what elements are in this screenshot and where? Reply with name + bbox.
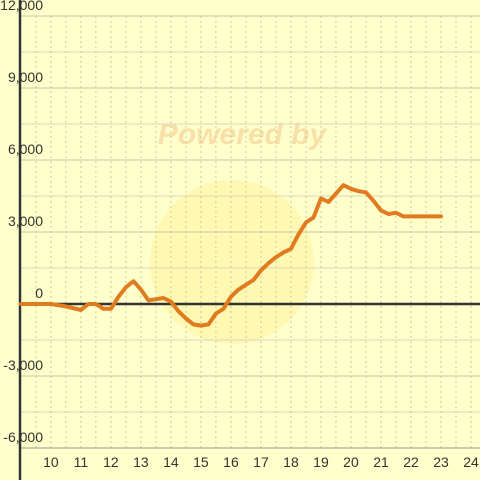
x-tick-label: 21 — [373, 454, 389, 470]
x-tick-label: 15 — [193, 454, 209, 470]
x-tick-label: 20 — [343, 454, 359, 470]
x-tick-label: 18 — [283, 454, 299, 470]
x-tick-label: 10 — [43, 454, 59, 470]
x-tick-label: 11 — [74, 454, 89, 470]
x-tick-label: 19 — [313, 454, 329, 470]
data-line — [18, 183, 443, 328]
x-tick-label: 12 — [103, 454, 119, 470]
y-tick-label: -3,000 — [3, 357, 43, 373]
y-tick-label: 9,000 — [8, 69, 43, 85]
x-tick-label: 16 — [223, 454, 239, 470]
watermark: Powered by — [158, 118, 328, 151]
x-tick-label: 14 — [163, 454, 179, 470]
x-tick-label: 17 — [253, 454, 269, 470]
x-tick-label: 23 — [433, 454, 449, 470]
x-tick-label: 22 — [403, 454, 419, 470]
y-tick-label: 0 — [35, 285, 43, 301]
y-tick-label: 12,000 — [0, 0, 43, 13]
y-tick-label: 6,000 — [8, 141, 43, 157]
x-tick-label: 24 — [463, 454, 479, 470]
y-tick-label: 3,000 — [8, 213, 43, 229]
watermark-logo — [150, 180, 314, 344]
x-tick-label: 13 — [133, 454, 149, 470]
y-tick-label: -6,000 — [3, 429, 43, 445]
